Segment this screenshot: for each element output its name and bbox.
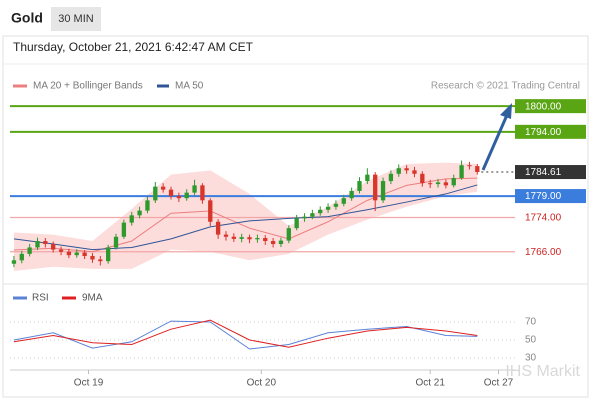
candle-body [215,221,221,235]
candle-body [145,200,150,211]
rsi-line [13,320,478,350]
x-tick-label: Oct 21 [415,378,445,389]
candle-body [121,222,127,237]
level-label: 1779.00 [525,191,562,202]
candle-body [263,238,268,242]
candle-body [184,192,189,199]
candle-body [443,182,449,186]
timeframe-badge[interactable] [51,7,101,31]
level-label: 1784.61 [525,167,562,178]
candle-body [51,244,56,250]
candle-body [404,168,409,171]
candle-body [247,237,252,240]
candle-body [310,213,315,217]
ma-line [13,184,478,251]
candle-body [325,206,331,210]
candle-body [278,240,284,245]
candle-body [435,182,441,185]
candle-body [106,247,111,262]
candle-body [286,228,291,241]
subtitle: Thursday, October 21, 2021 6:42:47 AM CE… [13,40,254,54]
candle-body [43,241,48,245]
candle-body [231,236,236,239]
candle-body [153,186,158,201]
candle-body [11,260,17,264]
candle-body [58,249,64,252]
candle-body [420,173,425,184]
plot: 1800.00 1794.00 1784.61 1779.00 1774.00 1766.… [10,99,586,389]
x-tick-label: Oct 19 [74,378,104,389]
candle-body [176,196,182,199]
candle-body [192,185,197,193]
candle-body [475,166,480,173]
candle-body [373,174,378,201]
candle-body [200,185,205,201]
candle-body [90,256,95,260]
candle-body [98,259,103,262]
candle-body [35,241,40,248]
candle-body [137,210,142,216]
level-label: 1800.00 [525,101,562,112]
candle-body [255,238,260,240]
candle-body [129,215,134,223]
level-box [515,124,586,139]
candle-body [66,251,72,256]
candle-body [388,173,394,182]
legend-label: 9MA [82,293,103,304]
level-label: 1794.00 [525,127,562,138]
candle-body [74,252,79,256]
candle-body [208,200,213,222]
candle-body [82,252,87,257]
candle-body [428,183,433,185]
level-box [515,99,586,114]
candle-body [27,247,32,254]
ma-line [13,177,478,253]
candle-body [380,181,386,201]
x-tick-label: Oct 27 [484,378,514,389]
forecast-arrow [481,114,509,171]
level-box [515,189,586,204]
candle-body [318,209,323,214]
candle-body [239,237,244,239]
source: Research © 2021 Trading Central [431,81,580,92]
y-tick-label: 70 [525,317,537,328]
y-tick-label: 30 [525,353,537,364]
candle-body [467,165,472,167]
chart-frame [2,35,589,398]
legend-label: MA 50 [175,81,204,92]
candle-body [168,189,174,197]
candle-body [160,186,166,190]
candle-body [396,168,401,174]
candle-body [19,253,24,261]
candle-body [294,218,299,229]
candle-body [223,234,229,237]
candle-body [365,174,370,182]
legend-label: RSI [32,293,49,304]
level-label: 1766.00 [525,247,562,258]
legend-label: MA 20 + Bollinger Bands [33,81,143,92]
x-tick-label: Oct 20 [247,378,277,389]
candle-body [412,170,417,174]
candle-body [349,190,354,199]
y-tick-label: 50 [525,335,537,346]
candle-body [341,198,346,204]
candle-body [333,203,339,207]
candle-body [113,236,119,248]
forecast-arrow-head [500,103,512,119]
rsi-line [13,319,478,348]
watermark: IHS Markit [505,363,580,380]
chart-title: Gold [11,10,43,26]
candle-body [459,165,464,179]
candle-body [270,241,276,245]
timeframe[interactable]: 30 MIN [58,13,94,25]
level-label: 1774.00 [525,213,562,224]
candle-body [357,181,362,191]
candle-body [451,178,456,186]
candle-body [302,216,307,219]
level-box [515,165,586,180]
